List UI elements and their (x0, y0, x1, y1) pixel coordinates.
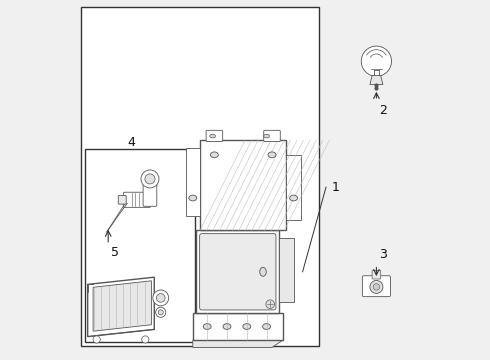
Polygon shape (286, 155, 301, 220)
Ellipse shape (268, 152, 276, 158)
FancyBboxPatch shape (199, 234, 276, 310)
FancyBboxPatch shape (372, 270, 381, 279)
Ellipse shape (243, 324, 251, 329)
Polygon shape (200, 140, 286, 230)
Polygon shape (88, 277, 154, 337)
FancyBboxPatch shape (196, 230, 279, 313)
FancyBboxPatch shape (118, 195, 126, 204)
Circle shape (266, 300, 274, 309)
Polygon shape (93, 281, 151, 331)
Polygon shape (370, 76, 383, 85)
FancyBboxPatch shape (264, 130, 280, 141)
Ellipse shape (290, 195, 297, 201)
Circle shape (156, 307, 166, 318)
Bar (81, 7, 319, 346)
Circle shape (373, 284, 380, 290)
Ellipse shape (189, 195, 197, 201)
Text: 5: 5 (111, 246, 119, 259)
Ellipse shape (263, 324, 270, 329)
Polygon shape (186, 148, 200, 216)
Bar (85, 149, 195, 342)
Ellipse shape (203, 324, 211, 329)
Ellipse shape (210, 152, 219, 158)
Text: 1: 1 (331, 181, 339, 194)
Circle shape (145, 174, 155, 184)
Ellipse shape (264, 134, 270, 138)
Circle shape (141, 170, 159, 188)
FancyBboxPatch shape (363, 276, 391, 297)
Circle shape (370, 280, 383, 293)
Text: 4: 4 (128, 136, 136, 149)
Circle shape (142, 336, 149, 343)
Polygon shape (279, 238, 294, 302)
Ellipse shape (210, 134, 216, 138)
Circle shape (158, 310, 163, 315)
Circle shape (93, 336, 100, 343)
FancyBboxPatch shape (123, 192, 151, 207)
Ellipse shape (223, 324, 231, 329)
FancyBboxPatch shape (143, 183, 157, 206)
Circle shape (156, 294, 165, 302)
FancyBboxPatch shape (206, 130, 222, 141)
Circle shape (361, 46, 392, 76)
Ellipse shape (260, 267, 266, 276)
Polygon shape (193, 313, 283, 340)
Circle shape (153, 290, 169, 306)
Polygon shape (193, 340, 283, 347)
Text: 2: 2 (379, 104, 387, 117)
Text: 3: 3 (379, 248, 387, 261)
